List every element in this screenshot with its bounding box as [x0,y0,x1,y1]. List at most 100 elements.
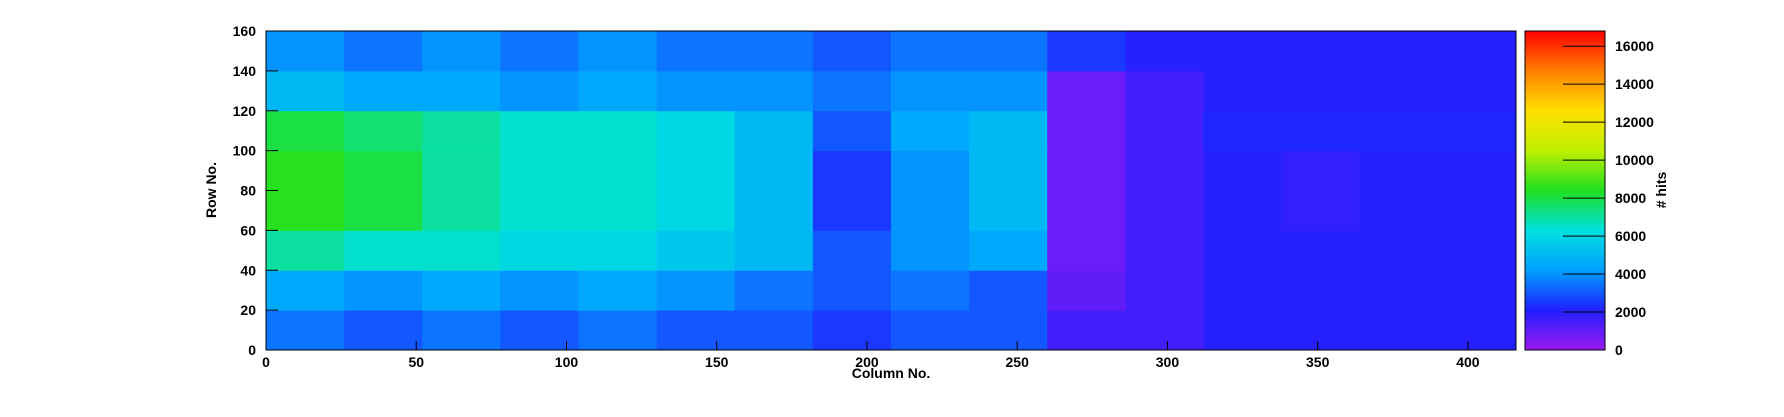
heatmap-cell [891,110,970,152]
heatmap-cell [266,230,345,271]
heatmap-cell [1281,150,1361,191]
heatmap-cell [1125,270,1204,311]
heatmap-cell [266,70,345,112]
heatmap-cell [1125,70,1204,112]
x-tick-label: 150 [705,354,729,370]
heatmap-cell [1125,110,1204,152]
heatmap-cell [812,190,892,231]
colorbar-tick-label: 4000 [1615,266,1646,282]
heatmap-cell [1359,110,1439,152]
heatmap-cell [1437,70,1517,112]
heatmap-cell [1281,31,1361,72]
heatmap-cell [812,150,892,191]
heatmap-cell [500,190,579,231]
heatmap-cell [1437,150,1517,191]
heatmap-cell [266,190,345,231]
heatmap-cell [500,270,579,311]
heatmap-cell [1203,110,1283,152]
heatmap-cell [1125,190,1204,231]
heatmap-cell [969,70,1048,112]
y-tick-label: 160 [233,23,257,39]
heatmap-cell [1359,270,1439,311]
heatmap-cell [656,270,736,311]
heatmap-cell [344,110,423,152]
heatmap-cell [578,70,658,112]
heatmap-cell [1125,310,1204,351]
heatmap-cell [1125,230,1204,271]
heatmap-cell [891,310,970,351]
heatmap-cell [500,110,579,152]
y-axis-label: Row No. [203,162,219,218]
heatmap-cell [578,150,658,191]
heatmap-cell [344,310,423,351]
heatmap-cell [578,310,658,351]
y-tick-label: 140 [233,63,257,79]
heatmap-cell [422,270,501,311]
colorbar-tick-label: 8000 [1615,190,1646,206]
heatmap-cell [969,230,1048,271]
heatmap-cell [422,110,501,152]
heatmap-cell [1047,310,1126,351]
heatmap-cell [1437,110,1517,152]
heatmap-cell [1203,70,1283,112]
heatmap-cell [891,230,970,271]
heatmap-cell [812,230,892,271]
colorbar-tick-label: 2000 [1615,304,1646,320]
x-tick-label: 350 [1306,354,1330,370]
colorbar-tick-label: 14000 [1615,76,1654,92]
heatmap-cell [812,310,892,351]
colorbar-tick-label: 0 [1615,342,1623,358]
heatmap-cell [1203,310,1283,351]
heatmap-cell [656,230,736,271]
heatmap-cell [1281,310,1361,351]
heatmap-cell [1125,31,1204,72]
x-tick-label: 0 [262,354,270,370]
heatmap-cell [734,310,814,351]
heatmap-cell [344,190,423,231]
heatmap-cell [891,31,970,72]
heatmap-cell [578,31,658,72]
heatmap-cell [344,31,423,72]
heatmap-cell [422,31,501,72]
heatmap-cell [578,190,658,231]
heatmap-cell [1359,310,1439,351]
heatmap-cell [422,310,501,351]
heatmap-cell [1125,150,1204,191]
heatmap-cell [266,110,345,152]
heatmap-cell [969,31,1048,72]
y-tick-label: 60 [240,222,256,238]
heatmap-cell [1203,31,1283,72]
heatmap-cell [812,31,892,72]
heatmap-cell [891,270,970,311]
x-tick-label: 400 [1456,354,1480,370]
heatmap-cell [266,310,345,351]
heatmap-cell [1281,270,1361,311]
x-axis-label: Column No. [852,365,931,381]
heatmap-cell [1359,190,1439,231]
heatmap-cell [344,150,423,191]
heatmap-cell [578,270,658,311]
heatmap-cell [891,70,970,112]
x-tick-label: 100 [555,354,579,370]
heatmap-cell [1437,190,1517,231]
heatmap-cell [969,110,1048,152]
heatmap-cell [734,110,814,152]
colorbar-tick-label: 10000 [1615,152,1654,168]
heatmap-cell [500,70,579,112]
y-tick-label: 120 [233,103,257,119]
heatmap-cell [812,270,892,311]
heatmap-cell [1047,150,1126,191]
heatmap-cell [656,150,736,191]
heatmap-cell [500,230,579,271]
heatmap-cell [1203,230,1283,271]
heatmap-cell [656,190,736,231]
colorbar-label: # hits [1653,172,1669,209]
heatmap-cell [1047,270,1126,311]
heatmap-cell [969,190,1048,231]
heatmap-cell [734,150,814,191]
heatmap-cell [1047,70,1126,112]
heatmap-cell [422,150,501,191]
heatmap-cell [578,230,658,271]
y-tick-label: 80 [240,183,256,199]
